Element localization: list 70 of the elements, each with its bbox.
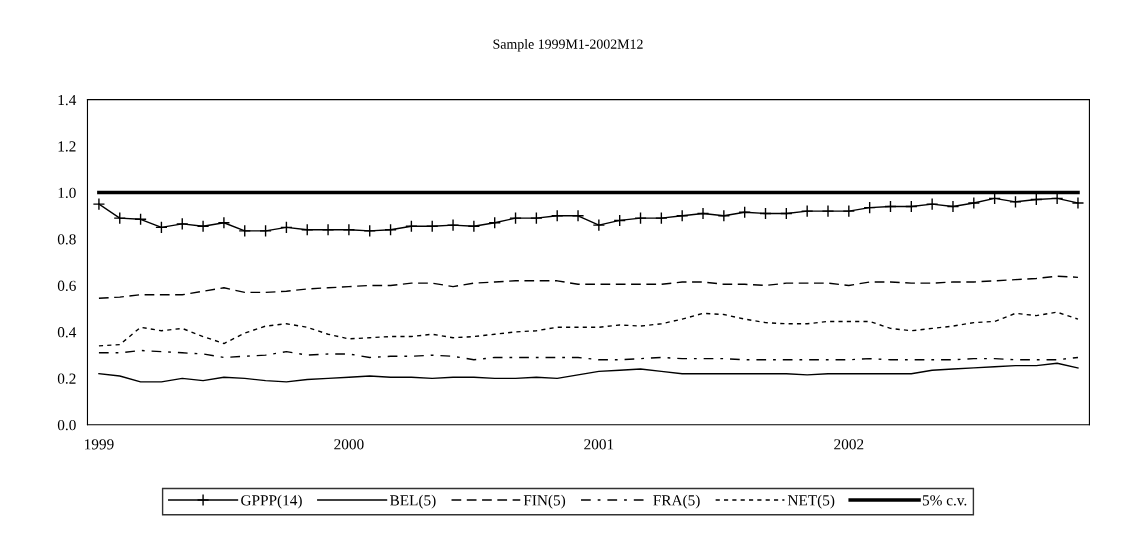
- point: [759, 207, 772, 220]
- point: [884, 200, 897, 213]
- point: [425, 219, 439, 233]
- legend-label: BEL(5): [390, 494, 436, 509]
- point: [675, 209, 689, 223]
- point: [280, 221, 293, 234]
- point: [155, 221, 168, 234]
- point: [1050, 192, 1064, 205]
- point: [1009, 195, 1022, 209]
- legend-label: 5% c.v.: [922, 495, 967, 506]
- y-tick-label: 0.0: [57, 419, 76, 431]
- point: [509, 211, 522, 225]
- point: [446, 218, 460, 232]
- point: [134, 213, 147, 226]
- point: [238, 224, 251, 238]
- x-tick-label: 2001: [584, 439, 614, 450]
- point: [800, 204, 814, 218]
- point: [780, 207, 793, 220]
- line-series: [98, 362, 1079, 383]
- x-tick-label: 1999: [85, 439, 114, 450]
- point: [592, 218, 606, 232]
- point: [176, 217, 189, 231]
- point: [655, 211, 668, 225]
- point: [321, 223, 335, 236]
- point: [696, 207, 710, 220]
- point: [467, 219, 481, 233]
- point: [384, 223, 397, 236]
- legend-label: FRA(5): [653, 494, 700, 509]
- point: [113, 211, 127, 225]
- point: [1071, 196, 1085, 210]
- point: [217, 216, 231, 230]
- point: [92, 197, 106, 211]
- point: [842, 204, 856, 218]
- point: [363, 224, 376, 238]
- point: [925, 197, 939, 211]
- y-tick-label: 0.2: [57, 373, 76, 384]
- y-tick-label: 0.8: [57, 234, 76, 245]
- point: [967, 196, 981, 210]
- point: [342, 223, 356, 236]
- point: [571, 209, 585, 223]
- point: [550, 209, 564, 223]
- point: [1030, 193, 1043, 206]
- point: [530, 211, 543, 225]
- point: [717, 209, 731, 223]
- y-tick-label: 1.2: [58, 141, 76, 152]
- y-tick-label: 0.6: [57, 280, 76, 291]
- point: [196, 219, 210, 233]
- y-tick-label: 0.4: [57, 327, 77, 338]
- y-tick-label: 1.0: [58, 187, 76, 199]
- x-tick-label: 2000: [334, 439, 364, 450]
- point: [259, 224, 272, 238]
- point: [738, 206, 751, 219]
- point: [613, 214, 626, 227]
- legend-label: NET(5): [787, 494, 835, 509]
- chart-title: Sample 1999M1-2002M12: [493, 39, 643, 52]
- legend-label: GPPP(14): [241, 494, 302, 509]
- line-series: [98, 349, 1079, 361]
- point: [905, 200, 918, 213]
- line-series: [98, 311, 1079, 347]
- point: [300, 223, 314, 236]
- point: [405, 219, 418, 233]
- x-tick-label: 2002: [834, 439, 864, 450]
- point: [821, 204, 835, 218]
- y-tick-label: 1.4: [58, 94, 77, 106]
- legend-label: FIN(5): [523, 494, 566, 509]
- point: [863, 201, 876, 214]
- point: [946, 200, 960, 213]
- point: [634, 211, 647, 225]
- point: [488, 216, 501, 230]
- line-series: [98, 275, 1079, 299]
